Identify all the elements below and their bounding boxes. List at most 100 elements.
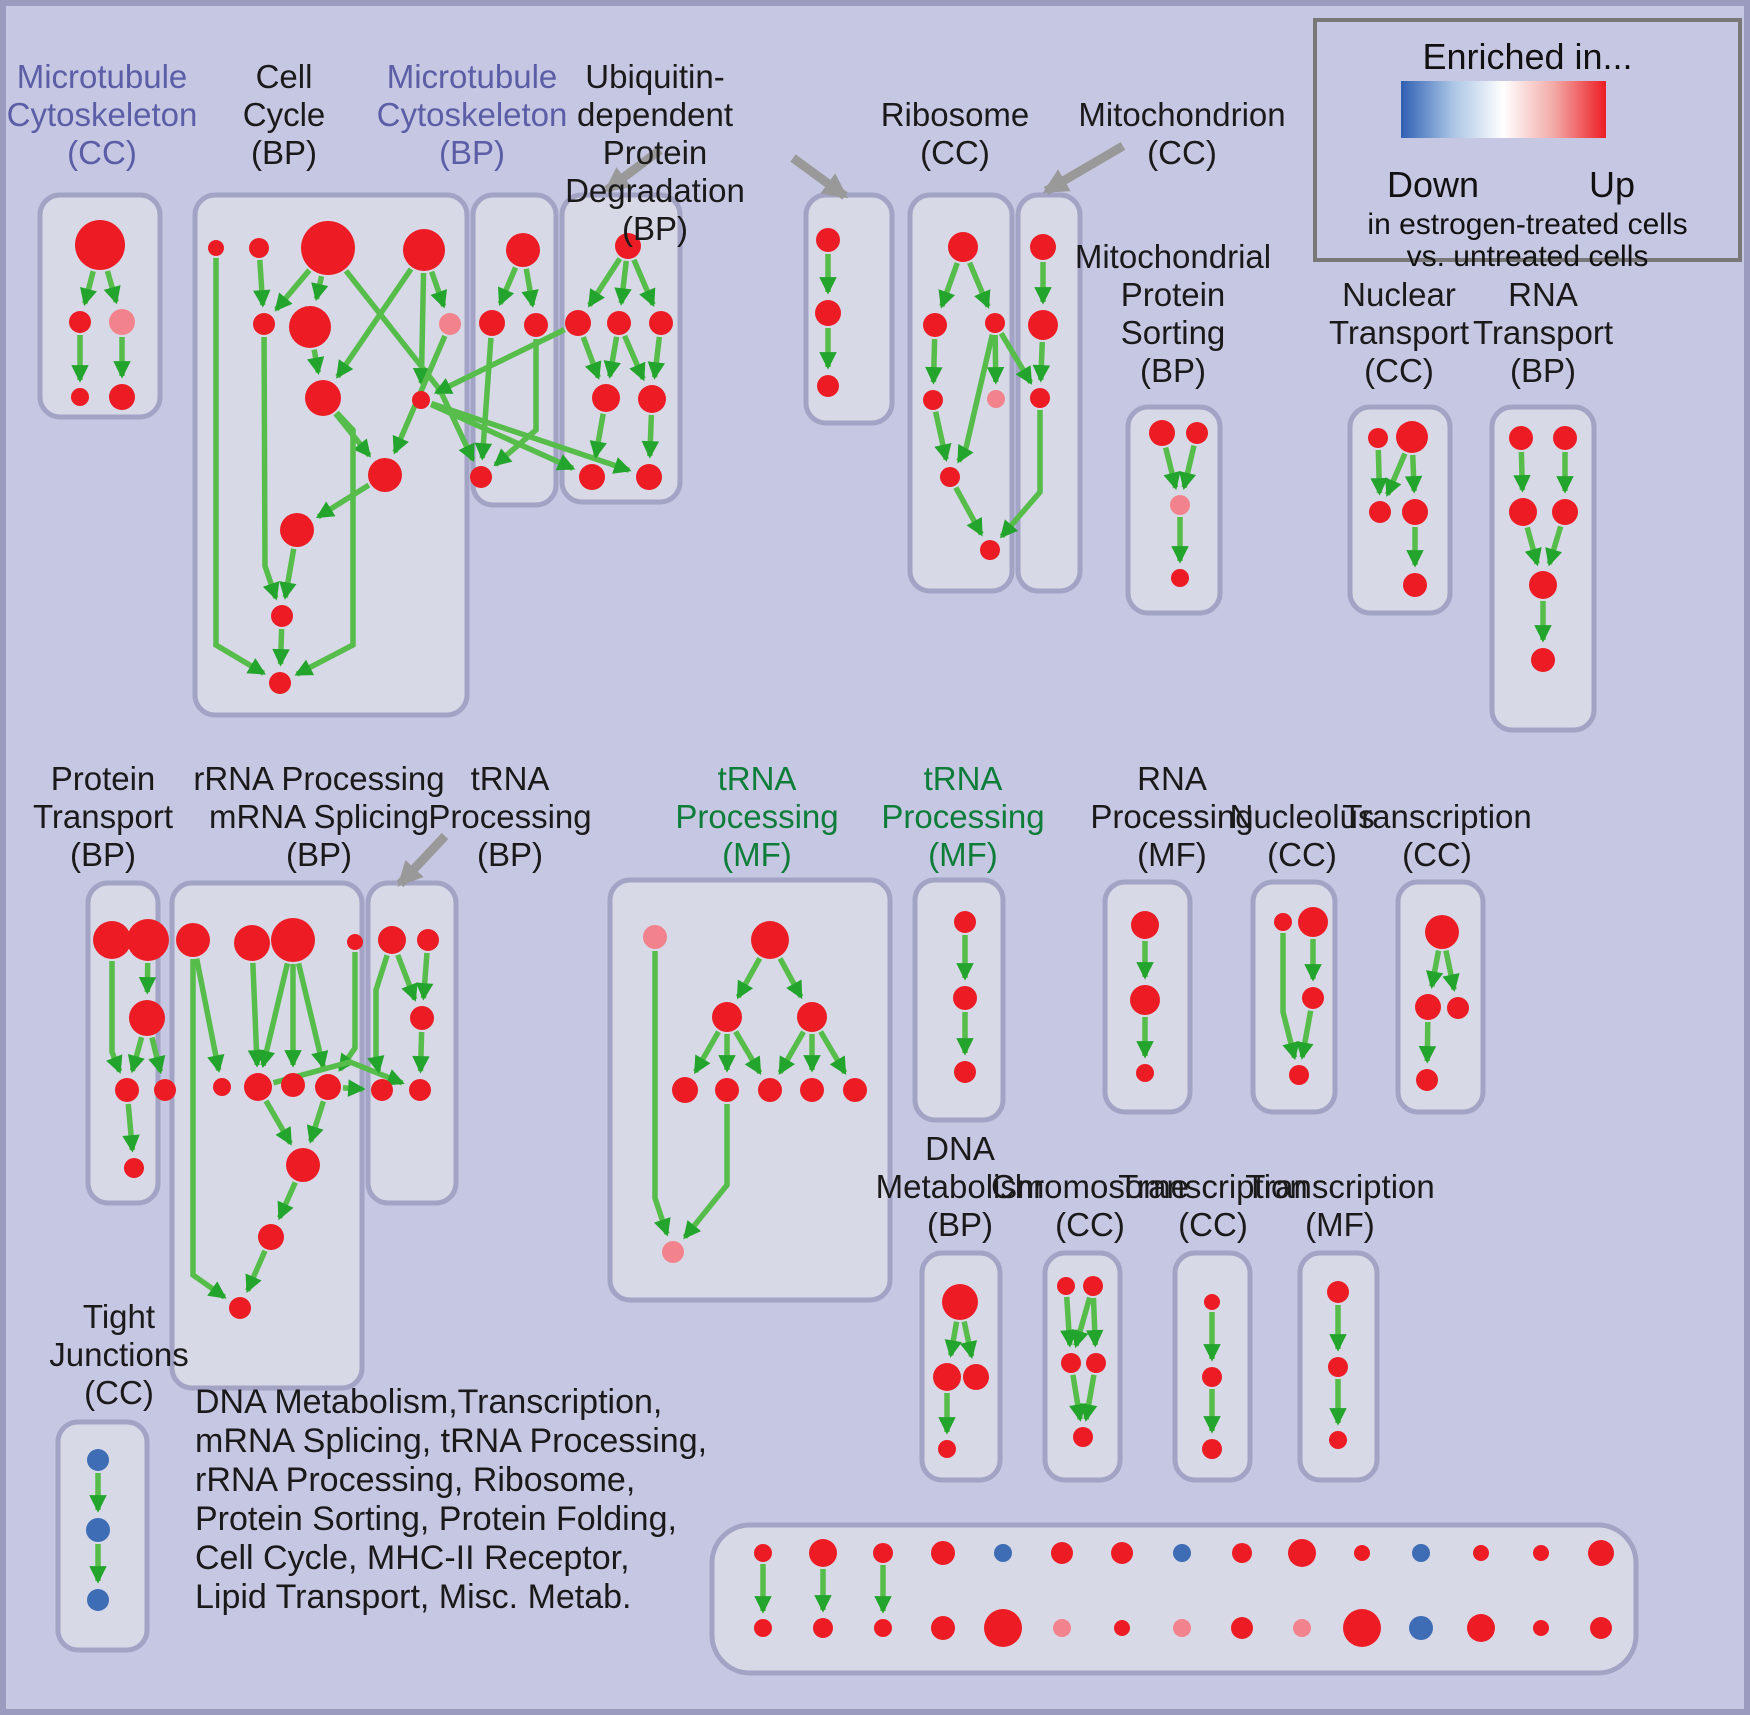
go-term-node [1467,1614,1495,1642]
go-term-node [662,1241,684,1263]
edge-arrow [1071,1296,1093,1349]
legend-title: Enriched in... [1422,36,1633,77]
go-term-node [109,309,135,335]
arrow-mitochondrion [1042,142,1126,195]
go-term-node [1171,569,1189,587]
go-term-node [1553,426,1577,450]
go-term-node [754,1544,772,1562]
go-term-node [636,464,662,490]
edge-arrow [652,951,671,1237]
label-ubiquitin-dependent-protein-degradation-bp: Ubiquitin-dependent Protein Degradation (BP… [565,58,745,247]
go-term-node [86,1518,110,1542]
edge-arrow [306,1100,327,1144]
go-term-node [1028,310,1058,340]
label-misc-cluster-list: DNA Metabolism,Transcription, mRNA Splici… [195,1383,707,1616]
go-term-node [1533,1620,1549,1636]
go-term-node [75,220,125,270]
edge-arrow [245,1249,268,1293]
edge-arrow [1545,525,1564,567]
go-term-node [809,1539,837,1567]
go-term-node [506,233,540,267]
edge-arrow [587,257,623,308]
edge-arrow [735,956,763,1000]
go-term-node [1302,987,1324,1009]
go-term-node [817,375,839,397]
go-term-node [985,313,1005,333]
label-trna-processing-bp: tRNA Processing (BP) [428,760,591,873]
go-term-node [1328,1357,1348,1377]
go-term-node [984,1609,1022,1647]
box-misc-cluster [709,1522,1639,1676]
edge-arrow [1032,341,1051,383]
edge-arrow [1060,1296,1078,1348]
box-nuclear-transport [1347,404,1453,616]
arrow-trna-bp [396,832,449,888]
color-legend: Enriched in... Down Up in estrogen-treat… [1313,18,1742,273]
go-term-node [615,233,641,259]
edge-arrow [938,262,960,309]
go-term-node [289,306,331,348]
go-term-node [1293,1619,1311,1637]
go-term-node [843,1078,867,1102]
edge-arrow [1418,1021,1437,1064]
go-term-node [176,923,210,957]
label-transcription-cc: Transcription (CC) [1342,798,1532,873]
go-term-node [815,300,841,326]
edge-arrow [190,959,227,1300]
go-term-node [873,1543,893,1563]
label-nuclear-transport-cc: Nuclear Transport (CC) [1329,276,1469,389]
edge-arrow [1425,950,1444,989]
go-term-node [1509,426,1533,450]
edge-arrow [1069,1374,1087,1422]
go-term-node [439,313,461,335]
edge-arrow [1080,1374,1098,1422]
edge-arrow [944,1321,962,1358]
go-term-node [1343,1609,1381,1647]
go-term-node [258,1224,284,1250]
go-term-node [1030,234,1056,260]
go-term-node [1473,1545,1489,1561]
go-term-node [1425,915,1459,949]
go-term-node [954,911,976,933]
go-term-node [280,513,314,547]
box-transcription-cc-2 [1172,1250,1253,1483]
go-term-node [234,925,270,961]
label-protein-transport-bp: Protein Transport (BP) [33,760,173,873]
edge-arrow [1404,454,1423,494]
label-transcription-mf: Transcription (MF) [1245,1168,1435,1243]
go-term-node [1416,1069,1438,1091]
go-term-node [1447,997,1469,1019]
go-term-node [980,540,1000,560]
go-term-node [1186,422,1208,444]
label-transcription-cc-2: Transcription (CC) [1118,1168,1308,1243]
go-term-node [109,384,135,410]
go-term-node [1114,1620,1130,1636]
edge-arrow [342,1079,366,1097]
edge-arrow [279,548,297,600]
go-term-node [1403,573,1427,597]
go-term-node [1086,1353,1106,1373]
edge-arrow [412,1031,430,1074]
go-term-node [1136,1064,1154,1082]
edge-arrow [213,258,266,676]
go-term-node [816,228,840,252]
go-term-node [797,1002,827,1032]
edge-arrow [277,1181,298,1221]
go-term-node [874,1619,892,1637]
go-term-node [1051,1542,1073,1564]
edge-arrow [315,482,371,520]
go-term-node [1053,1619,1071,1637]
go-term-node [1288,1539,1316,1567]
go-term-node [129,1000,165,1036]
go-term-node [1030,388,1050,408]
label-dna-metabolism-bp: DNA Metabolism (BP) [876,1130,1045,1243]
go-term-node [712,1002,742,1032]
edge-arrow [429,270,448,309]
go-term-node [269,672,291,694]
go-term-node [1412,1544,1430,1562]
edge-arrow [148,1036,166,1075]
edge-arrow [1162,446,1181,491]
label-rna-transport-bp: RNA Transport (BP) [1473,276,1613,389]
edge-arrow [307,349,325,376]
